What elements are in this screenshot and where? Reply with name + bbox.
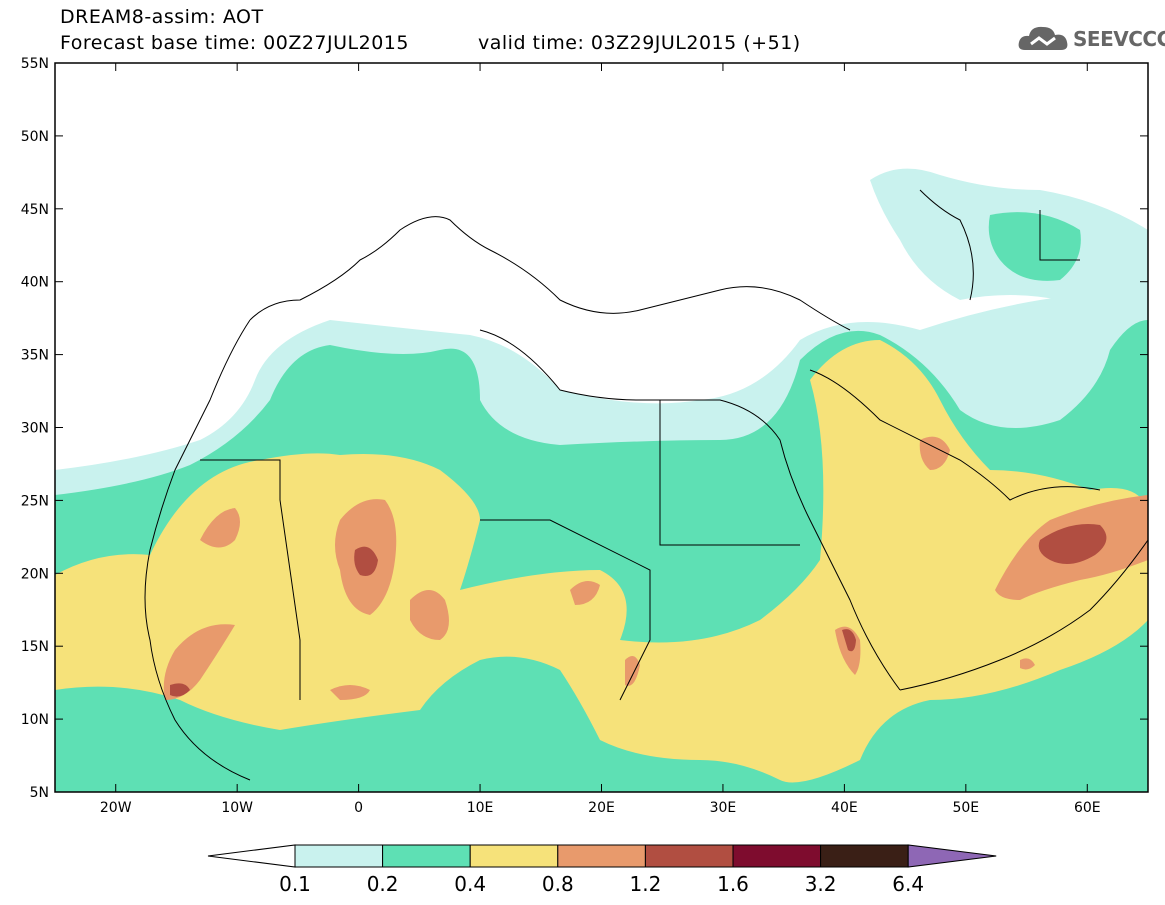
colorbar-label: 0.1 bbox=[279, 872, 311, 896]
colorbar-swatch bbox=[294, 844, 384, 868]
lat-label: 15N bbox=[21, 639, 49, 655]
lat-label: 10N bbox=[21, 712, 49, 728]
seevccc-logo: SEEVCCC bbox=[1017, 22, 1165, 56]
cloud-icon bbox=[1018, 26, 1068, 50]
lon-label: 50E bbox=[952, 800, 979, 816]
colorbar-label: 3.2 bbox=[804, 872, 837, 896]
lat-label: 50N bbox=[21, 129, 49, 145]
lon-label: 20E bbox=[588, 800, 615, 816]
aot-field bbox=[55, 63, 1148, 792]
colorbar-label: 1.6 bbox=[717, 872, 749, 896]
colorbar-label: 0.4 bbox=[454, 872, 487, 896]
map-title: DREAM8-assim: AOT bbox=[60, 6, 264, 28]
aot-band-0.4 bbox=[55, 340, 1148, 783]
colorbar-swatch bbox=[557, 844, 646, 868]
colorbar-swatch bbox=[382, 844, 471, 868]
latitude-axis: 55N 50N 45N 40N 35N 30N 25N 20N 15N 10N 5N bbox=[21, 56, 1148, 801]
colorbar-swatch bbox=[644, 844, 734, 868]
colorbar-label: 1.2 bbox=[629, 872, 662, 896]
colorbar-arrow-low bbox=[207, 844, 296, 868]
lon-label: 60E bbox=[1074, 800, 1101, 816]
lat-label: 25N bbox=[21, 493, 49, 509]
lat-label: 20N bbox=[21, 566, 49, 582]
colorbar-label: 0.2 bbox=[366, 872, 399, 896]
colorbar-arrow-high bbox=[907, 844, 997, 868]
lon-label: 40E bbox=[831, 800, 858, 816]
lat-label: 30N bbox=[21, 421, 49, 437]
longitude-axis: 20W 10W 0 10E 20E 30E 40E 50E 60E bbox=[100, 63, 1101, 816]
valid-time: valid time: 03Z29JUL2015 (+51) bbox=[478, 32, 801, 54]
lon-label: 10W bbox=[221, 800, 253, 816]
colorbar-swatch bbox=[820, 844, 909, 868]
lon-label: 10E bbox=[467, 800, 494, 816]
lat-label: 45N bbox=[21, 202, 49, 218]
forecast-base-time: Forecast base time: 00Z27JUL2015 bbox=[60, 32, 409, 54]
lat-label: 5N bbox=[30, 785, 49, 801]
colorbar-swatch bbox=[732, 844, 822, 868]
logo-text: SEEVCCC bbox=[1073, 27, 1165, 51]
colorbar-label: 0.8 bbox=[541, 872, 574, 896]
aot-band-1.2 bbox=[170, 524, 1107, 697]
coastlines bbox=[144, 189, 1148, 781]
colorbar-swatch bbox=[469, 844, 559, 868]
lat-label: 40N bbox=[21, 275, 49, 291]
lat-label: 35N bbox=[21, 348, 49, 364]
colorbar-label: 6.4 bbox=[892, 872, 925, 896]
lon-label: 30E bbox=[710, 800, 737, 816]
lat-label: 55N bbox=[21, 56, 49, 72]
colorbar bbox=[207, 844, 997, 868]
lon-label: 20W bbox=[100, 800, 132, 816]
lon-label: 0 bbox=[354, 800, 363, 816]
